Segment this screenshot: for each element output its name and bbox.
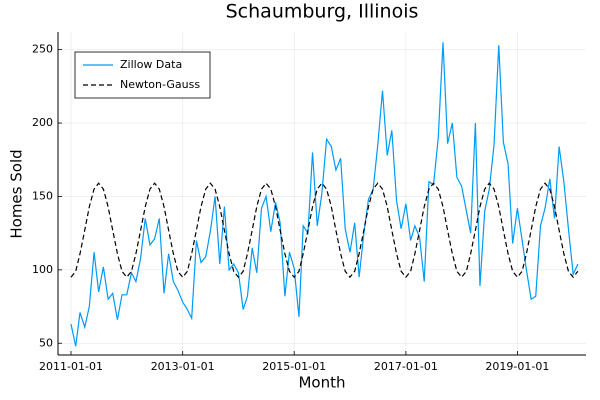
y-tick-label: 150 (32, 189, 53, 202)
x-tick-label: 2017-01-01 (374, 360, 438, 373)
y-tick-label: 100 (32, 263, 53, 276)
y-tick-label: 50 (39, 336, 53, 349)
y-axis-label: Homes Sold (8, 149, 26, 238)
y-tick-label: 250 (32, 43, 53, 56)
chart-title: Schaumburg, Illinois (226, 1, 419, 23)
x-axis-label: Month (298, 374, 345, 392)
x-tick-label: 2019-01-01 (485, 360, 549, 373)
x-tick-label: 2015-01-01 (262, 360, 326, 373)
y-tick-label: 200 (32, 116, 53, 129)
legend-label: Newton-Gauss (120, 78, 200, 91)
x-tick-label: 2011-01-01 (39, 360, 103, 373)
series-line (70, 182, 579, 279)
x-tick-label: 2013-01-01 (151, 360, 215, 373)
legend-box (74, 51, 211, 99)
legend-label: Zillow Data (120, 58, 182, 71)
series-line (70, 42, 579, 347)
